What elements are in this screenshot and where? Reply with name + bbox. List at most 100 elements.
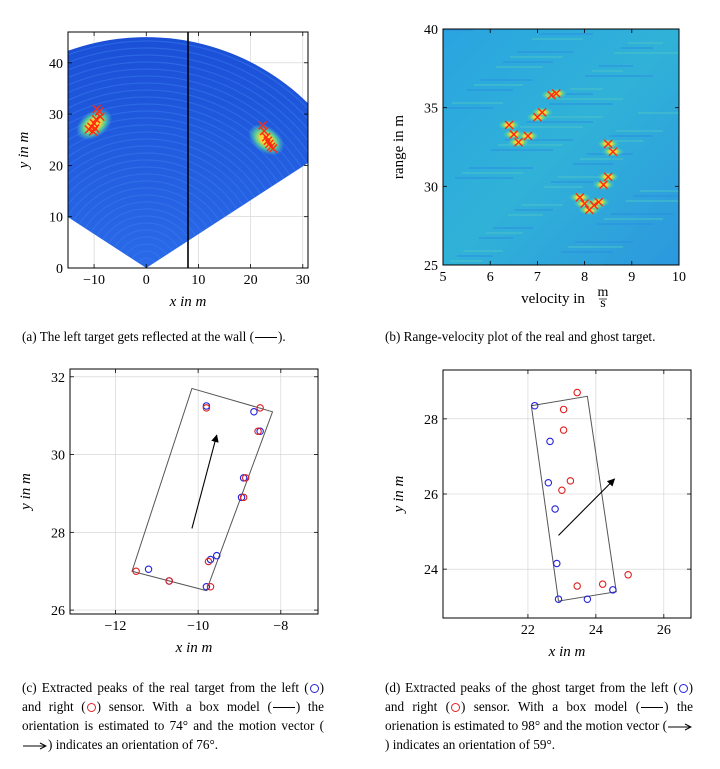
b-peak-cross (523, 131, 533, 141)
b-noise-streak (580, 158, 623, 160)
b-noise-streak (638, 112, 679, 114)
c-right-peak (239, 493, 248, 502)
a-range-ripple (68, 54, 308, 131)
b-noise-streak (532, 38, 583, 40)
c-left-peak (239, 474, 248, 482)
c-right-peak (254, 427, 262, 435)
b-noise-streak (510, 56, 563, 58)
d-right-peak (573, 582, 581, 590)
a-peak-cross (268, 143, 278, 153)
c-right-peak (206, 583, 215, 591)
caption-b: (b) Range-velocity plot of the real and … (385, 327, 705, 346)
caption-a-text-2: ). (278, 329, 286, 344)
b-noise-streak (558, 176, 603, 178)
b-ytick-label: 35 (424, 102, 438, 117)
b-noise-streak (505, 139, 573, 141)
c-left-peak (212, 551, 221, 560)
d-right-peak (559, 405, 568, 414)
a-range-ripple (96, 208, 197, 237)
arrow-symbol (23, 742, 47, 750)
c-left-peak (144, 565, 153, 574)
b-noise-streak (443, 29, 473, 31)
caption-c-text-5: ) indicates an orientation of 76°. (48, 737, 219, 752)
c-xtick-label: −12 (105, 619, 127, 634)
b-noise-streak (479, 237, 513, 239)
b-noise-streak (496, 66, 543, 68)
a-range-ripple (108, 222, 185, 244)
caption-b-text: (b) Range-velocity plot of the real and … (385, 329, 656, 344)
a-xtick-label: 0 (143, 273, 150, 288)
caption-d: (d) Extracted peaks of the ghost target … (385, 678, 693, 754)
c-left-peak (256, 427, 264, 435)
b-noise-streak (561, 251, 613, 253)
c-xtick-label: −10 (187, 619, 209, 634)
c-box-model (131, 387, 274, 592)
c-xlabel: x in m (175, 640, 213, 656)
a-range-ripple (90, 201, 203, 233)
right-sensor-symbol (450, 703, 460, 713)
d-box-model (530, 395, 617, 602)
c-ytick-label: 28 (51, 526, 65, 541)
b-peak-cross (551, 89, 561, 99)
b-peak-cross (589, 200, 599, 210)
b-noise-streak (469, 167, 533, 169)
a-ylabel: y in m (16, 132, 32, 171)
b-noise-streak (527, 121, 593, 123)
b-noise-streak (551, 181, 593, 183)
b-noise-streak (462, 172, 523, 174)
a-peak-cross (258, 120, 268, 130)
b-xtick-label: 10 (672, 270, 686, 285)
d-left-peak (530, 401, 539, 410)
c-axes-frame (69, 368, 319, 615)
d-left-peak (551, 505, 559, 513)
d-left-peak (583, 595, 592, 603)
b-noise-streak (539, 33, 593, 35)
d-ytick-label: 28 (424, 413, 438, 428)
b-noise-streak (602, 140, 643, 142)
a-range-ripple (68, 117, 273, 187)
c-right-peak (202, 404, 211, 412)
b-peak-cross (514, 137, 524, 147)
b-noise-streak (544, 186, 583, 188)
d-right-peak (573, 388, 581, 397)
panel-b: 5 6 7 8 9 10 25 30 35 40 velocity in range in m ms (391, 23, 686, 311)
d-right-peak (559, 426, 568, 434)
b-noise-streak (563, 93, 593, 95)
b-noise-streak (599, 65, 633, 67)
a-xtick-label: 30 (296, 273, 310, 288)
c-xtick-label: −8 (273, 619, 288, 634)
b-peak-cross (598, 180, 608, 190)
a-ytick-label: 30 (49, 108, 63, 123)
caption-a: (a) The left target gets reflected at th… (22, 327, 342, 346)
b-peak-cross (594, 197, 604, 207)
a-range-ripple (68, 124, 267, 191)
a-range-ripple (68, 61, 308, 142)
b-noise-streak (534, 116, 603, 118)
a-range-ripple (68, 159, 238, 210)
a-range-ripple (131, 250, 162, 260)
b-xtick-label: 5 (440, 270, 447, 285)
b-xunit-numerator: m (598, 285, 609, 300)
c-ytick-label: 26 (51, 604, 65, 619)
b-ylabel: range in m (391, 115, 407, 179)
a-range-ripple (68, 131, 261, 195)
d-ylabel: y in m (391, 476, 407, 515)
b-peak-cross (504, 120, 514, 130)
b-xlabel: velocity in (521, 291, 585, 307)
c-left-peak (206, 555, 215, 564)
b-noise-streak (452, 102, 503, 104)
b-noise-streak (515, 209, 553, 211)
b-noise-streak (455, 177, 513, 179)
b-xtick-label: 8 (581, 270, 588, 285)
b-peak-cross (603, 172, 613, 182)
d-right-peak (624, 571, 632, 579)
b-peak-cross (537, 107, 547, 117)
a-range-ripple (68, 173, 226, 218)
b-ytick-label: 25 (424, 259, 438, 274)
b-noise-streak (556, 98, 623, 100)
b-ytick-label: 30 (424, 180, 438, 195)
b-noise-streak (467, 89, 513, 91)
caption-d-text-3: ) sensor. With a box model ( (460, 699, 641, 714)
b-xtick-label: 9 (628, 270, 635, 285)
a-range-ripple (125, 243, 167, 256)
